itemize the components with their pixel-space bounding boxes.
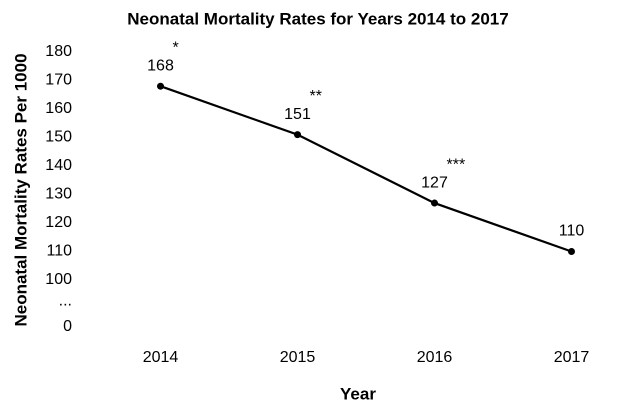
point [568,248,575,255]
x-tick-label: 2014 [143,349,179,366]
data-label: 151 [284,106,311,123]
y-tick-label: 100 [45,271,72,288]
point [294,131,301,139]
data-label: 110 [559,223,585,240]
y-tick-label: 160 [45,100,72,117]
x-tick-label: 2017 [554,349,590,366]
point [157,82,164,90]
x-tick-label: 2015 [280,349,316,366]
line [160,85,572,253]
x-axis-title: Year [340,384,376,403]
chart-title: Neonatal Mortality Rates for Years 2014 … [127,9,508,28]
data-label: 127 [421,174,448,191]
point-note: * [173,39,179,56]
y-tick-label: 170 [45,72,72,89]
y-tick-label: 120 [45,214,72,231]
y-tick-label: 140 [45,157,72,174]
y-tick-label: 0 [63,318,72,335]
y-tick-label: 180 [45,43,72,60]
y-axis-break: ... [59,293,72,310]
point [431,199,438,207]
y-tick-label: 110 [46,243,72,260]
point-note: ** [310,88,322,105]
data-label: 168 [147,57,174,74]
y-axis-title: Neonatal Mortality Rates Per 1000 [11,53,30,326]
y-tick-label: 150 [45,129,72,146]
point-note: *** [447,156,466,173]
x-tick-label: 2016 [417,349,453,366]
y-tick-label: 130 [45,186,72,203]
